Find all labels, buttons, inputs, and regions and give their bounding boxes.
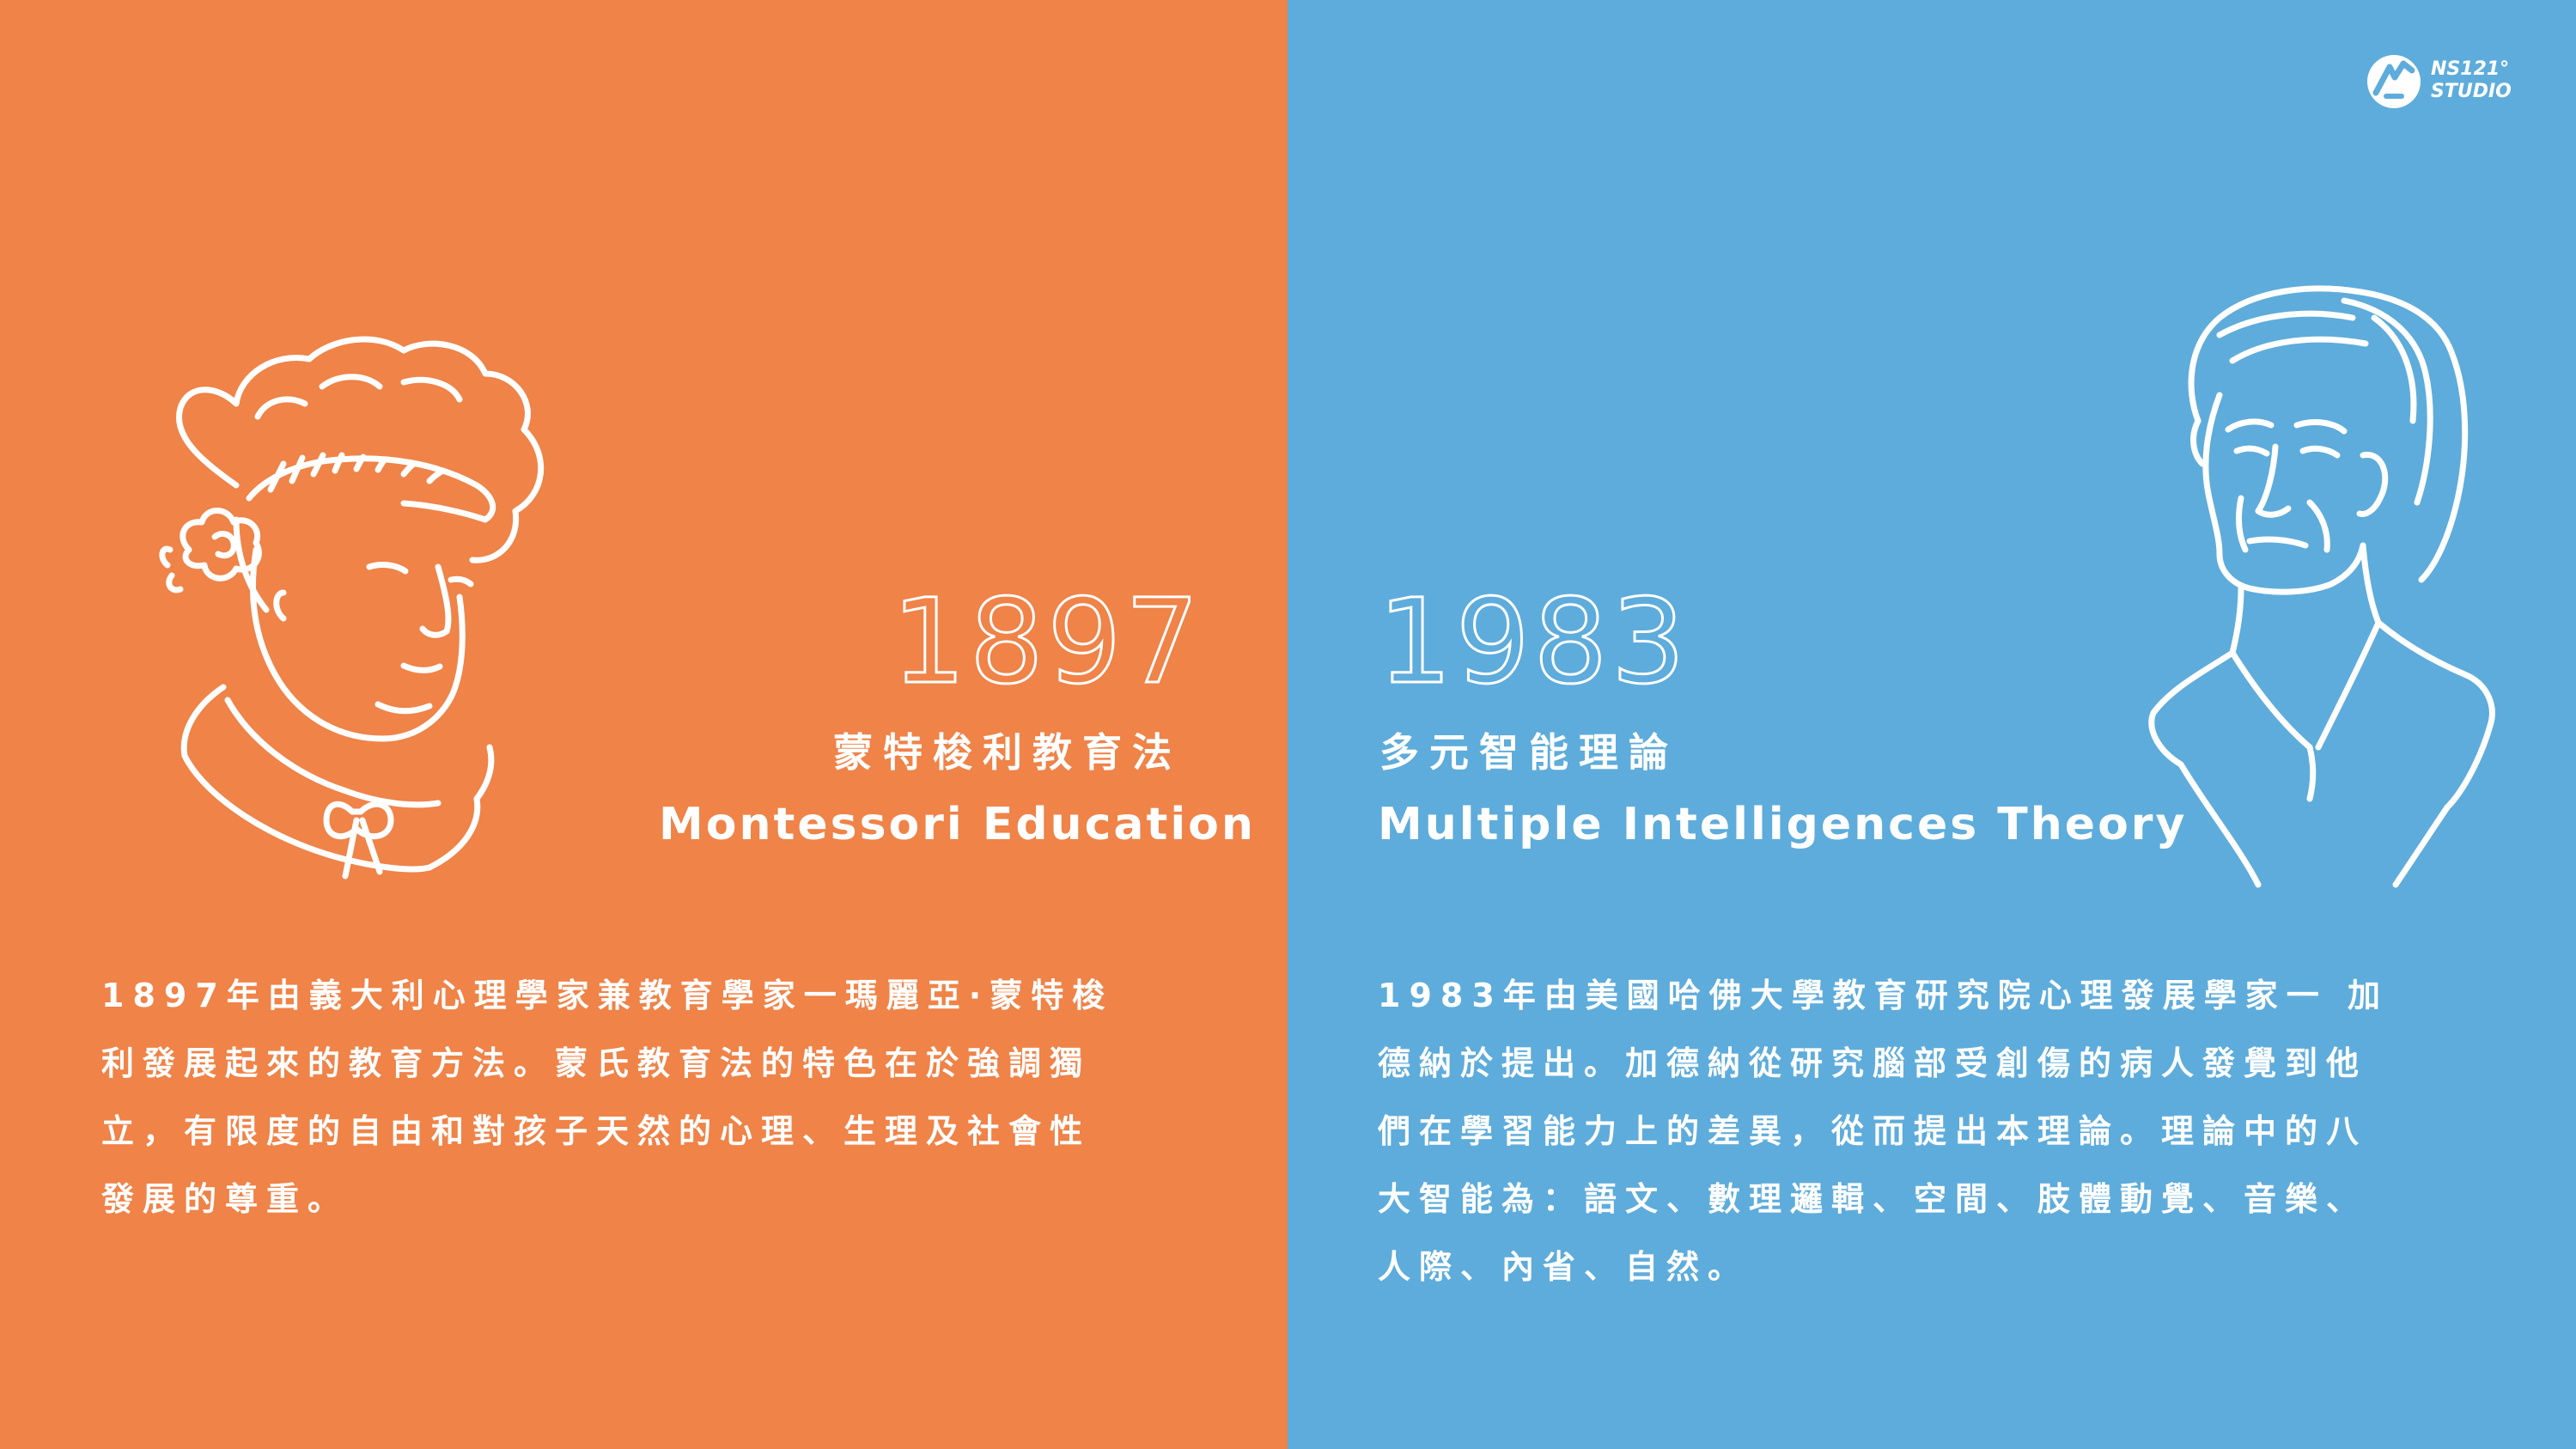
montessori-description-line: 利發展起來的教育方法。蒙氏教育法的特色在於強調獨 [101,1044,1092,1082]
logo-line2: STUDIO [2431,81,2512,102]
studio-logo: NS121° STUDIO [2364,52,2536,112]
montessori-panel: 1897 蒙特梭利教育法 Montessori Education 1897年由… [0,0,1288,1449]
logo-wordmark: NS121° STUDIO [2431,58,2512,103]
gardner-description-line: 大智能為：語文、數理邏輯、空間、肢體動覺、音樂、 [1378,1180,2368,1218]
gardner-description-line: 們在學習能力上的差異，從而提出本理論。理論中的八 [1378,1112,2368,1150]
gardner-description-line: 德納於提出。加德納從研究腦部受創傷的病人發覺到他 [1378,1044,2368,1082]
gardner-title-zh: 多元智能理論 [1379,729,1678,776]
ns121-logo-icon [2367,55,2421,108]
montessori-year: 1897 [890,575,1203,710]
montessori-portrait-icon [159,336,545,880]
montessori-description: 1897年由義大利心理學家兼教育學家一瑪麗亞·蒙特梭 利發展起來的教育方法。蒙氏… [101,962,1113,1233]
montessori-description-line: 立，有限度的自由和對孩子天然的心理、生理及社會性 [101,1112,1092,1150]
gardner-description: 1983年由美國哈佛大學教育研究院心理發展學家一 加 德納於提出。加德納從研究腦… [1378,962,2389,1301]
montessori-title-en: Montessori Education [659,799,1256,850]
gardner-year: 1983 [1376,575,1690,710]
montessori-description-line: 1897年由義大利心理學家兼教育學家一瑪麗亞·蒙特梭 [101,977,1114,1014]
gardner-panel: 1983 多元智能理論 Multiple Intelligences Theor… [1288,0,2576,1449]
logo-line1: NS121° [2431,58,2510,80]
gardner-portrait-icon [2148,285,2495,888]
gardner-title-en: Multiple Intelligences Theory [1378,799,2188,850]
montessori-description-line: 發展的尊重。 [101,1180,350,1218]
gardner-description-line: 1983年由美國哈佛大學教育研究院心理發展學家一 加 [1378,977,2389,1014]
montessori-title-zh: 蒙特梭利教育法 [833,729,1182,776]
gardner-description-line: 人際、內省、自然。 [1378,1248,1750,1286]
